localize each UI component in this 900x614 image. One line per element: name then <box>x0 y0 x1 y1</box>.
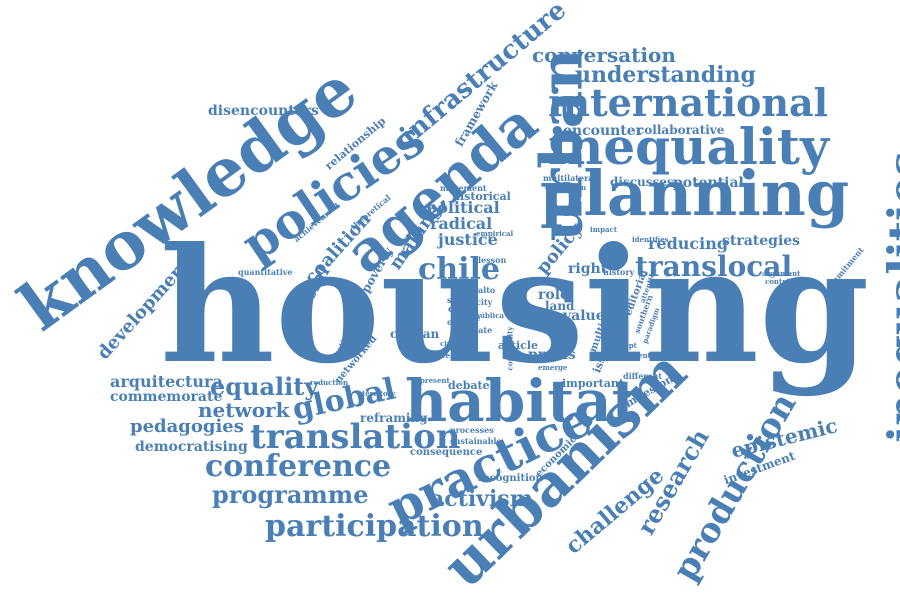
word: equality <box>210 372 319 401</box>
word: value <box>563 308 605 324</box>
word: international <box>548 80 829 125</box>
word: encounter <box>563 123 644 139</box>
word: order <box>606 329 628 338</box>
word: case <box>448 305 471 315</box>
word: conference <box>205 449 392 484</box>
word: arquitectura <box>110 372 223 391</box>
word: scale <box>455 314 481 324</box>
word: debate <box>448 379 490 392</box>
word: inequalities <box>879 151 900 443</box>
word: praxis <box>528 347 576 363</box>
word: series <box>447 295 474 305</box>
word: present <box>420 376 450 385</box>
word: political <box>426 198 500 217</box>
word: ciudad <box>440 339 467 348</box>
word: discusses <box>610 175 674 189</box>
word: discussion <box>545 183 587 192</box>
word: right <box>568 261 608 277</box>
word: production <box>665 386 805 588</box>
word: concept <box>606 341 637 350</box>
word: lesson <box>478 255 507 265</box>
word: reducing <box>648 234 729 253</box>
word: conversation <box>532 43 676 67</box>
word: network <box>198 398 290 422</box>
word: consequence <box>410 447 483 458</box>
word: housing <box>160 214 870 399</box>
word: programme <box>212 480 369 509</box>
word: historical <box>452 190 511 203</box>
word: chile <box>418 252 500 287</box>
word: movement <box>440 183 487 193</box>
word: collaborative <box>637 123 725 137</box>
word: other <box>447 317 472 327</box>
word: reframing <box>360 411 428 425</box>
word: understanding <box>575 62 756 88</box>
word: different <box>623 371 663 381</box>
word: oriented <box>627 351 661 360</box>
word: empirical <box>476 229 514 238</box>
word: justice <box>438 230 498 249</box>
word: chilean <box>390 327 440 341</box>
word: translocal <box>635 250 793 283</box>
word: radical <box>430 214 493 233</box>
word: translation <box>250 417 461 457</box>
word: pública <box>475 311 504 320</box>
word: reduction <box>310 378 349 387</box>
word: role <box>538 287 569 303</box>
word: land <box>545 299 575 313</box>
word: potential <box>673 175 744 191</box>
word: participation <box>265 509 484 544</box>
word: article <box>498 339 539 352</box>
word: multilateral <box>543 173 597 183</box>
word: diverse <box>434 351 463 360</box>
word: sustainable <box>450 436 502 446</box>
word: quantitative <box>238 267 293 277</box>
word: city <box>476 297 493 307</box>
word: pedagogies <box>130 416 244 437</box>
word: history <box>603 267 635 277</box>
word: impact <box>590 225 617 234</box>
word: argument <box>762 269 801 278</box>
word: recognition <box>478 473 543 484</box>
word: territory <box>362 389 396 398</box>
word: community <box>505 326 515 371</box>
word: planning <box>540 157 850 230</box>
word: strategies <box>722 233 801 249</box>
word: identifies <box>632 235 669 244</box>
word: contribute <box>765 277 807 286</box>
word: habitat <box>405 367 639 435</box>
word: emerge <box>538 363 568 372</box>
word: state <box>470 325 493 335</box>
word: democratising <box>135 439 248 455</box>
word: activism <box>430 486 533 512</box>
word: alto <box>478 285 496 295</box>
word: processes <box>450 425 494 435</box>
word: disencounters <box>208 103 319 119</box>
word: commemorate <box>110 389 223 405</box>
word: inequality <box>548 117 830 176</box>
word: important <box>562 377 624 390</box>
